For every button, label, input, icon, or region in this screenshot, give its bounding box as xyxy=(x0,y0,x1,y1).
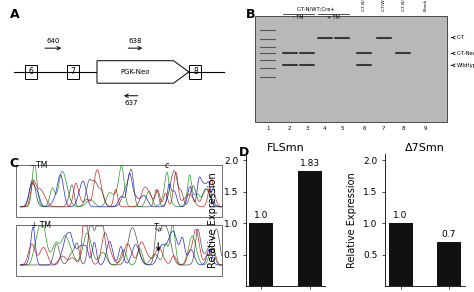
Text: 1.0: 1.0 xyxy=(393,211,408,220)
Text: C-T-N/CT: C-T-N/CT xyxy=(401,0,405,11)
Bar xyxy=(249,223,273,286)
Text: C-T-Neo: C-T-Neo xyxy=(457,51,474,56)
Text: 9: 9 xyxy=(423,126,427,131)
Text: - TM: - TM xyxy=(293,15,303,20)
Text: 8: 8 xyxy=(401,126,405,131)
FancyBboxPatch shape xyxy=(16,225,222,276)
Text: 7: 7 xyxy=(382,126,385,131)
Text: 0.7: 0.7 xyxy=(442,230,456,239)
Text: 637: 637 xyxy=(124,100,137,106)
Text: Wildtype: Wildtype xyxy=(457,63,474,68)
Y-axis label: Relative Expression: Relative Expression xyxy=(208,172,218,268)
Text: 3: 3 xyxy=(305,126,309,131)
Text: 1.0: 1.0 xyxy=(254,211,269,220)
Text: 1.83: 1.83 xyxy=(300,159,319,168)
Text: B: B xyxy=(246,8,255,22)
Text: C-T-N/WT;Cre+: C-T-N/WT;Cre+ xyxy=(296,6,335,11)
Text: 6: 6 xyxy=(362,126,365,131)
FancyBboxPatch shape xyxy=(67,65,79,79)
Text: 4: 4 xyxy=(323,126,326,131)
Text: 7: 7 xyxy=(71,67,75,77)
FancyBboxPatch shape xyxy=(255,16,447,122)
Text: c: c xyxy=(165,161,169,170)
Bar xyxy=(389,223,413,286)
Text: C-T: C-T xyxy=(457,35,465,40)
Title: Δ7Smn: Δ7Smn xyxy=(405,143,445,153)
Text: 8: 8 xyxy=(193,67,198,77)
Text: PGK-Neo: PGK-Neo xyxy=(120,69,150,75)
FancyBboxPatch shape xyxy=(190,65,201,79)
FancyBboxPatch shape xyxy=(25,65,37,79)
Text: A: A xyxy=(9,8,19,22)
Bar xyxy=(298,171,322,286)
Text: C-T/WT: C-T/WT xyxy=(382,0,385,11)
Text: C-T-N/WT: C-T-N/WT xyxy=(362,0,366,11)
Text: D: D xyxy=(239,146,250,159)
Bar xyxy=(437,242,461,286)
Text: 5: 5 xyxy=(340,126,344,131)
Text: 6: 6 xyxy=(29,67,34,77)
Text: $T_{/c}$: $T_{/c}$ xyxy=(153,221,164,234)
Text: 640: 640 xyxy=(46,38,60,44)
FancyBboxPatch shape xyxy=(16,164,222,218)
Title: FLSmn: FLSmn xyxy=(267,143,304,153)
Text: 1: 1 xyxy=(266,126,269,131)
Text: + TM: + TM xyxy=(327,15,340,20)
Text: 2: 2 xyxy=(288,126,291,131)
Text: C: C xyxy=(9,157,18,170)
Y-axis label: Relative Expression: Relative Expression xyxy=(347,172,357,268)
Polygon shape xyxy=(97,61,189,83)
Text: + TM: + TM xyxy=(31,221,51,230)
Text: 638: 638 xyxy=(128,38,142,44)
Text: - TM: - TM xyxy=(31,161,48,170)
Text: Blank: Blank xyxy=(423,0,427,11)
